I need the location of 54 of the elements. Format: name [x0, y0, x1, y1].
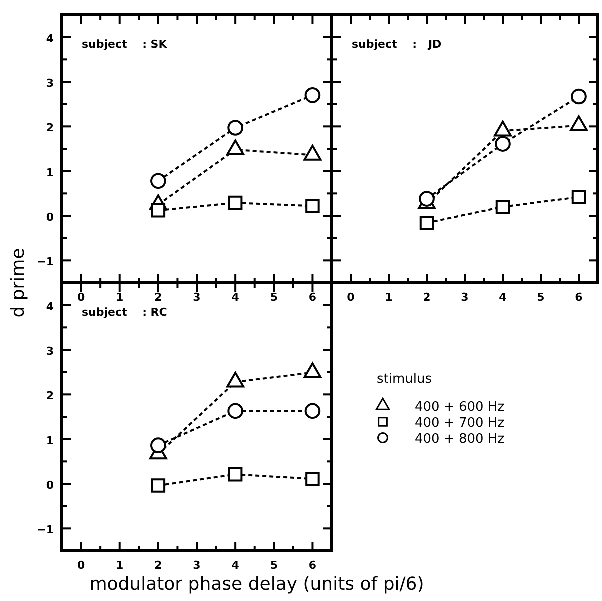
legend-label: 400 + 800 Hz	[415, 432, 505, 447]
legend-title: stimulus	[377, 372, 432, 387]
y-tick-label: 1	[46, 434, 54, 448]
y-tick-label: 0	[46, 211, 54, 224]
x-axis-title: modulator phase delay (units of pi/6)	[90, 574, 424, 595]
text: subject : RC	[82, 306, 168, 319]
x-tick-label: 0	[77, 559, 86, 572]
y-tick-label: 4	[46, 32, 54, 46]
point	[151, 204, 166, 218]
x-tick-label: 1	[385, 291, 393, 304]
x-tick-label: 1	[116, 291, 124, 304]
text: subject : SK	[82, 38, 168, 51]
legend-label: 400 + 700 Hz	[415, 416, 505, 431]
x-tick-label: 0	[347, 291, 356, 304]
x-tick-label: 5	[537, 291, 545, 304]
point	[571, 88, 587, 105]
y-tick-label: 0	[46, 479, 54, 492]
y-tick-label: 2	[46, 390, 54, 403]
y-tick-label: 2	[46, 122, 54, 135]
x-tick-label: 5	[270, 291, 278, 304]
point	[306, 199, 320, 214]
y-tick-label: 4	[46, 300, 54, 314]
point	[228, 120, 244, 136]
point	[150, 173, 166, 190]
point	[228, 196, 243, 210]
x-tick-label: 5	[270, 559, 278, 572]
y-tick-label: 1	[46, 166, 54, 180]
y-tick-label: −1	[37, 524, 54, 537]
x-tick-label: 3	[193, 291, 201, 304]
x-tick-label: 4	[499, 291, 508, 304]
x-tick-label: 2	[154, 291, 162, 304]
point	[496, 200, 510, 214]
point	[419, 191, 435, 207]
x-tick-label: 6	[575, 291, 584, 304]
point	[495, 136, 511, 152]
x-tick-label: 2	[154, 559, 162, 572]
x-tick-label: 3	[193, 559, 201, 572]
y-axis-title: d prime	[8, 248, 29, 318]
x-tick-label: 2	[423, 291, 431, 304]
x-tick-label: 6	[308, 291, 317, 304]
legend-label: 400 + 600 Hz	[415, 400, 505, 415]
x-tick-label: 3	[461, 291, 469, 304]
y-tick-label: −1	[37, 256, 54, 269]
y-tick-label: 3	[46, 77, 54, 90]
point	[572, 190, 586, 204]
x-tick-label: 1	[116, 559, 124, 572]
point	[420, 216, 434, 230]
x-tick-label: 0	[77, 291, 86, 304]
x-tick-label: 4	[232, 291, 240, 304]
text: subject : JD	[352, 38, 442, 51]
x-tick-label: 4	[232, 559, 240, 572]
y-tick-label: 3	[46, 345, 54, 358]
point	[304, 88, 321, 104]
x-tick-label: 6	[308, 559, 317, 572]
